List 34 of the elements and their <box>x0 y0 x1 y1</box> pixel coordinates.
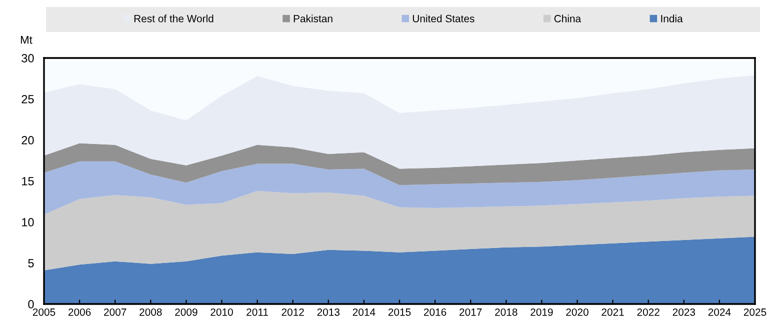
legend-label: United States <box>412 14 474 22</box>
legend-label: Rest of the World <box>134 14 214 22</box>
y-tick-label: 30 <box>22 54 34 62</box>
legend-label: India <box>661 14 683 22</box>
x-tick-label: 2015 <box>388 308 411 316</box>
x-tick-label: 2025 <box>744 308 766 316</box>
y-tick-label: 15 <box>22 177 34 186</box>
x-tick-label: 2010 <box>210 308 233 316</box>
x-tick-label: 2005 <box>32 308 56 316</box>
x-tick-label: 2016 <box>424 308 446 316</box>
y-tick-label: 25 <box>22 95 34 104</box>
x-tick-label: 2008 <box>140 308 162 316</box>
x-tick-label: 2011 <box>246 308 268 316</box>
x-tick-label: 2019 <box>530 308 553 316</box>
x-tick-label: 2006 <box>68 308 91 316</box>
x-tick-label: 2012 <box>282 308 304 316</box>
x-tick-label: 2013 <box>317 308 340 316</box>
y-tick-label: 10 <box>22 218 34 226</box>
x-tick-label: 2021 <box>602 308 624 316</box>
x-tick-label: 2007 <box>104 308 126 316</box>
x-tick-label: 2009 <box>175 308 198 316</box>
y-axis-title: Mt <box>20 36 32 44</box>
x-tick-label: 2023 <box>672 308 696 316</box>
legend-label: China <box>554 14 582 22</box>
y-tick-label: 20 <box>22 136 34 144</box>
x-tick-label: 2022 <box>637 308 660 316</box>
x-tick-label: 2018 <box>495 308 518 316</box>
x-tick-label: 2024 <box>708 308 731 316</box>
y-tick-label: 5 <box>28 259 34 268</box>
y-tick-label: 0 <box>28 300 34 308</box>
x-tick-label: 2020 <box>566 308 588 316</box>
x-tick-label: 2014 <box>352 308 376 316</box>
legend-label: Pakistan <box>294 14 332 22</box>
x-tick-label: 2017 <box>460 308 482 316</box>
